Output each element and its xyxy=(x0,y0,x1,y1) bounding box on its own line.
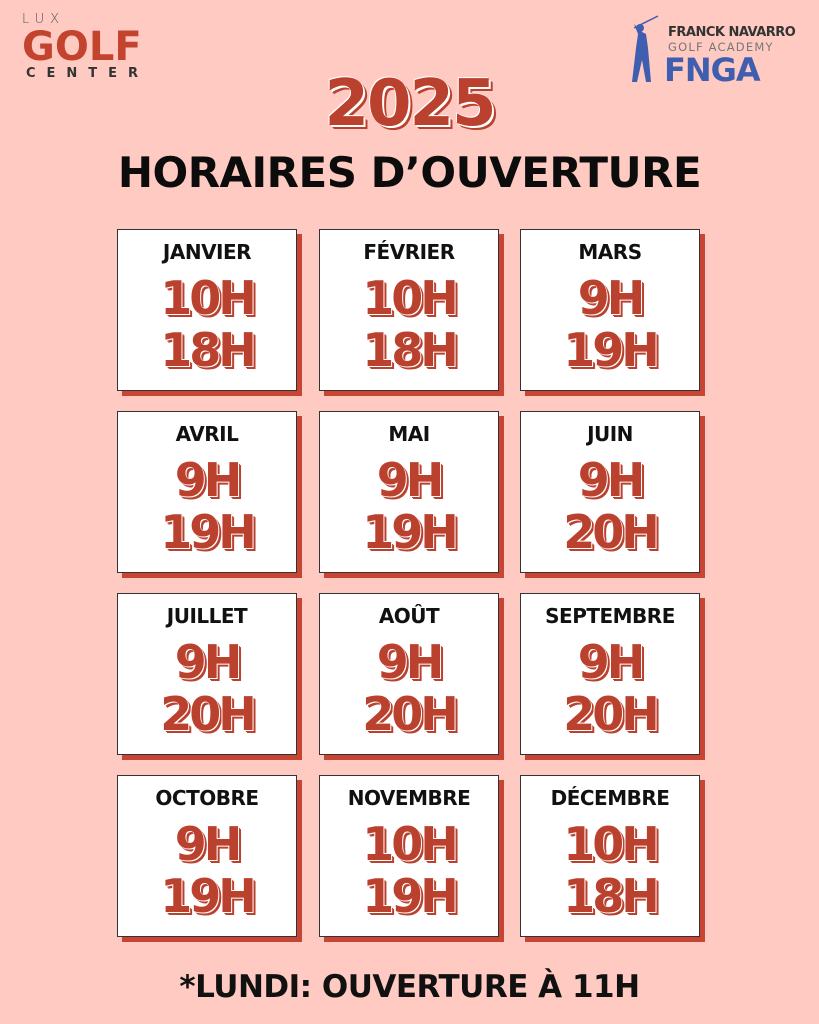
fnga-academy-text: GOLF ACADEMY xyxy=(668,40,774,54)
closing-hour: 19H xyxy=(563,323,660,377)
monday-footnote: *LUNDI: OUVERTURE À 11H xyxy=(179,969,640,1005)
month-card: SEPTEMBRE 9H 20H xyxy=(520,593,700,755)
logo-golf-text: GOLF xyxy=(22,24,142,70)
hours: 9H 20H xyxy=(118,636,296,740)
opening-hour: 10H xyxy=(362,817,459,871)
opening-hour: 9H xyxy=(577,271,646,325)
month-name: AVRIL xyxy=(175,422,239,446)
closing-hour: 18H xyxy=(160,323,257,377)
month-card: JANVIER 10H 18H xyxy=(117,229,297,391)
month-name: MARS xyxy=(578,240,642,264)
month-card: AVRIL 9H 19H xyxy=(117,411,297,573)
month-name: JUILLET xyxy=(166,604,248,628)
month-card: JUILLET 9H 20H xyxy=(117,593,297,755)
closing-hour: 20H xyxy=(362,687,459,741)
hours: 10H 18H xyxy=(521,818,699,922)
month-card: OCTOBRE 9H 19H xyxy=(117,775,297,937)
month-name: SEPTEMBRE xyxy=(545,604,675,628)
hours: 9H 20H xyxy=(521,454,699,558)
month-name: JUIN xyxy=(587,422,633,446)
opening-hour: 9H xyxy=(577,453,646,507)
month-card: AOÛT 9H 20H xyxy=(319,593,499,755)
month-card: MARS 9H 19H xyxy=(520,229,700,391)
closing-hour: 18H xyxy=(563,869,660,923)
month-card: FÉVRIER 10H 18H xyxy=(319,229,499,391)
year-heading: 2025 xyxy=(324,67,496,141)
fnga-acronym-text: FNGA xyxy=(664,51,761,89)
month-card: DÉCEMBRE 10H 18H xyxy=(520,775,700,937)
month-name: JANVIER xyxy=(162,240,252,264)
closing-hour: 20H xyxy=(160,687,257,741)
page-title: HORAIRES D’OUVERTURE xyxy=(117,148,702,197)
month-card: MAI 9H 19H xyxy=(319,411,499,573)
month-name: DÉCEMBRE xyxy=(550,786,670,810)
opening-hour: 9H xyxy=(174,817,243,871)
month-name: FÉVRIER xyxy=(363,240,455,264)
hours: 9H 19H xyxy=(118,818,296,922)
opening-hour: 9H xyxy=(174,453,243,507)
hours: 9H 19H xyxy=(118,454,296,558)
closing-hour: 19H xyxy=(362,505,459,559)
opening-hour: 10H xyxy=(563,817,660,871)
closing-hour: 19H xyxy=(362,869,459,923)
hours: 10H 18H xyxy=(118,272,296,376)
month-name: OCTOBRE xyxy=(155,786,259,810)
hours: 9H 20H xyxy=(320,636,498,740)
hours: 10H 19H xyxy=(320,818,498,922)
closing-hour: 19H xyxy=(160,869,257,923)
opening-hour: 10H xyxy=(160,271,257,325)
hours: 9H 20H xyxy=(521,636,699,740)
opening-hour: 9H xyxy=(376,635,445,689)
hours: 9H 19H xyxy=(521,272,699,376)
opening-hour: 9H xyxy=(174,635,243,689)
fnga-name-text: FRANCK NAVARRO xyxy=(668,25,796,40)
logo-lux-text: LUX xyxy=(22,12,66,27)
hours: 10H 18H xyxy=(320,272,498,376)
closing-hour: 18H xyxy=(362,323,459,377)
opening-hour: 10H xyxy=(362,271,459,325)
closing-hour: 20H xyxy=(563,687,660,741)
closing-hour: 20H xyxy=(563,505,660,559)
month-card: NOVEMBRE 10H 19H xyxy=(319,775,499,937)
month-name: NOVEMBRE xyxy=(347,786,471,810)
closing-hour: 19H xyxy=(160,505,257,559)
opening-hour: 9H xyxy=(376,453,445,507)
month-card: JUIN 9H 20H xyxy=(520,411,700,573)
opening-hour: 9H xyxy=(577,635,646,689)
month-name: AOÛT xyxy=(378,604,440,628)
logo-center-text: CENTER xyxy=(26,66,150,81)
hours: 9H 19H xyxy=(320,454,498,558)
golfer-icon xyxy=(632,15,659,82)
month-name: MAI xyxy=(388,422,430,446)
